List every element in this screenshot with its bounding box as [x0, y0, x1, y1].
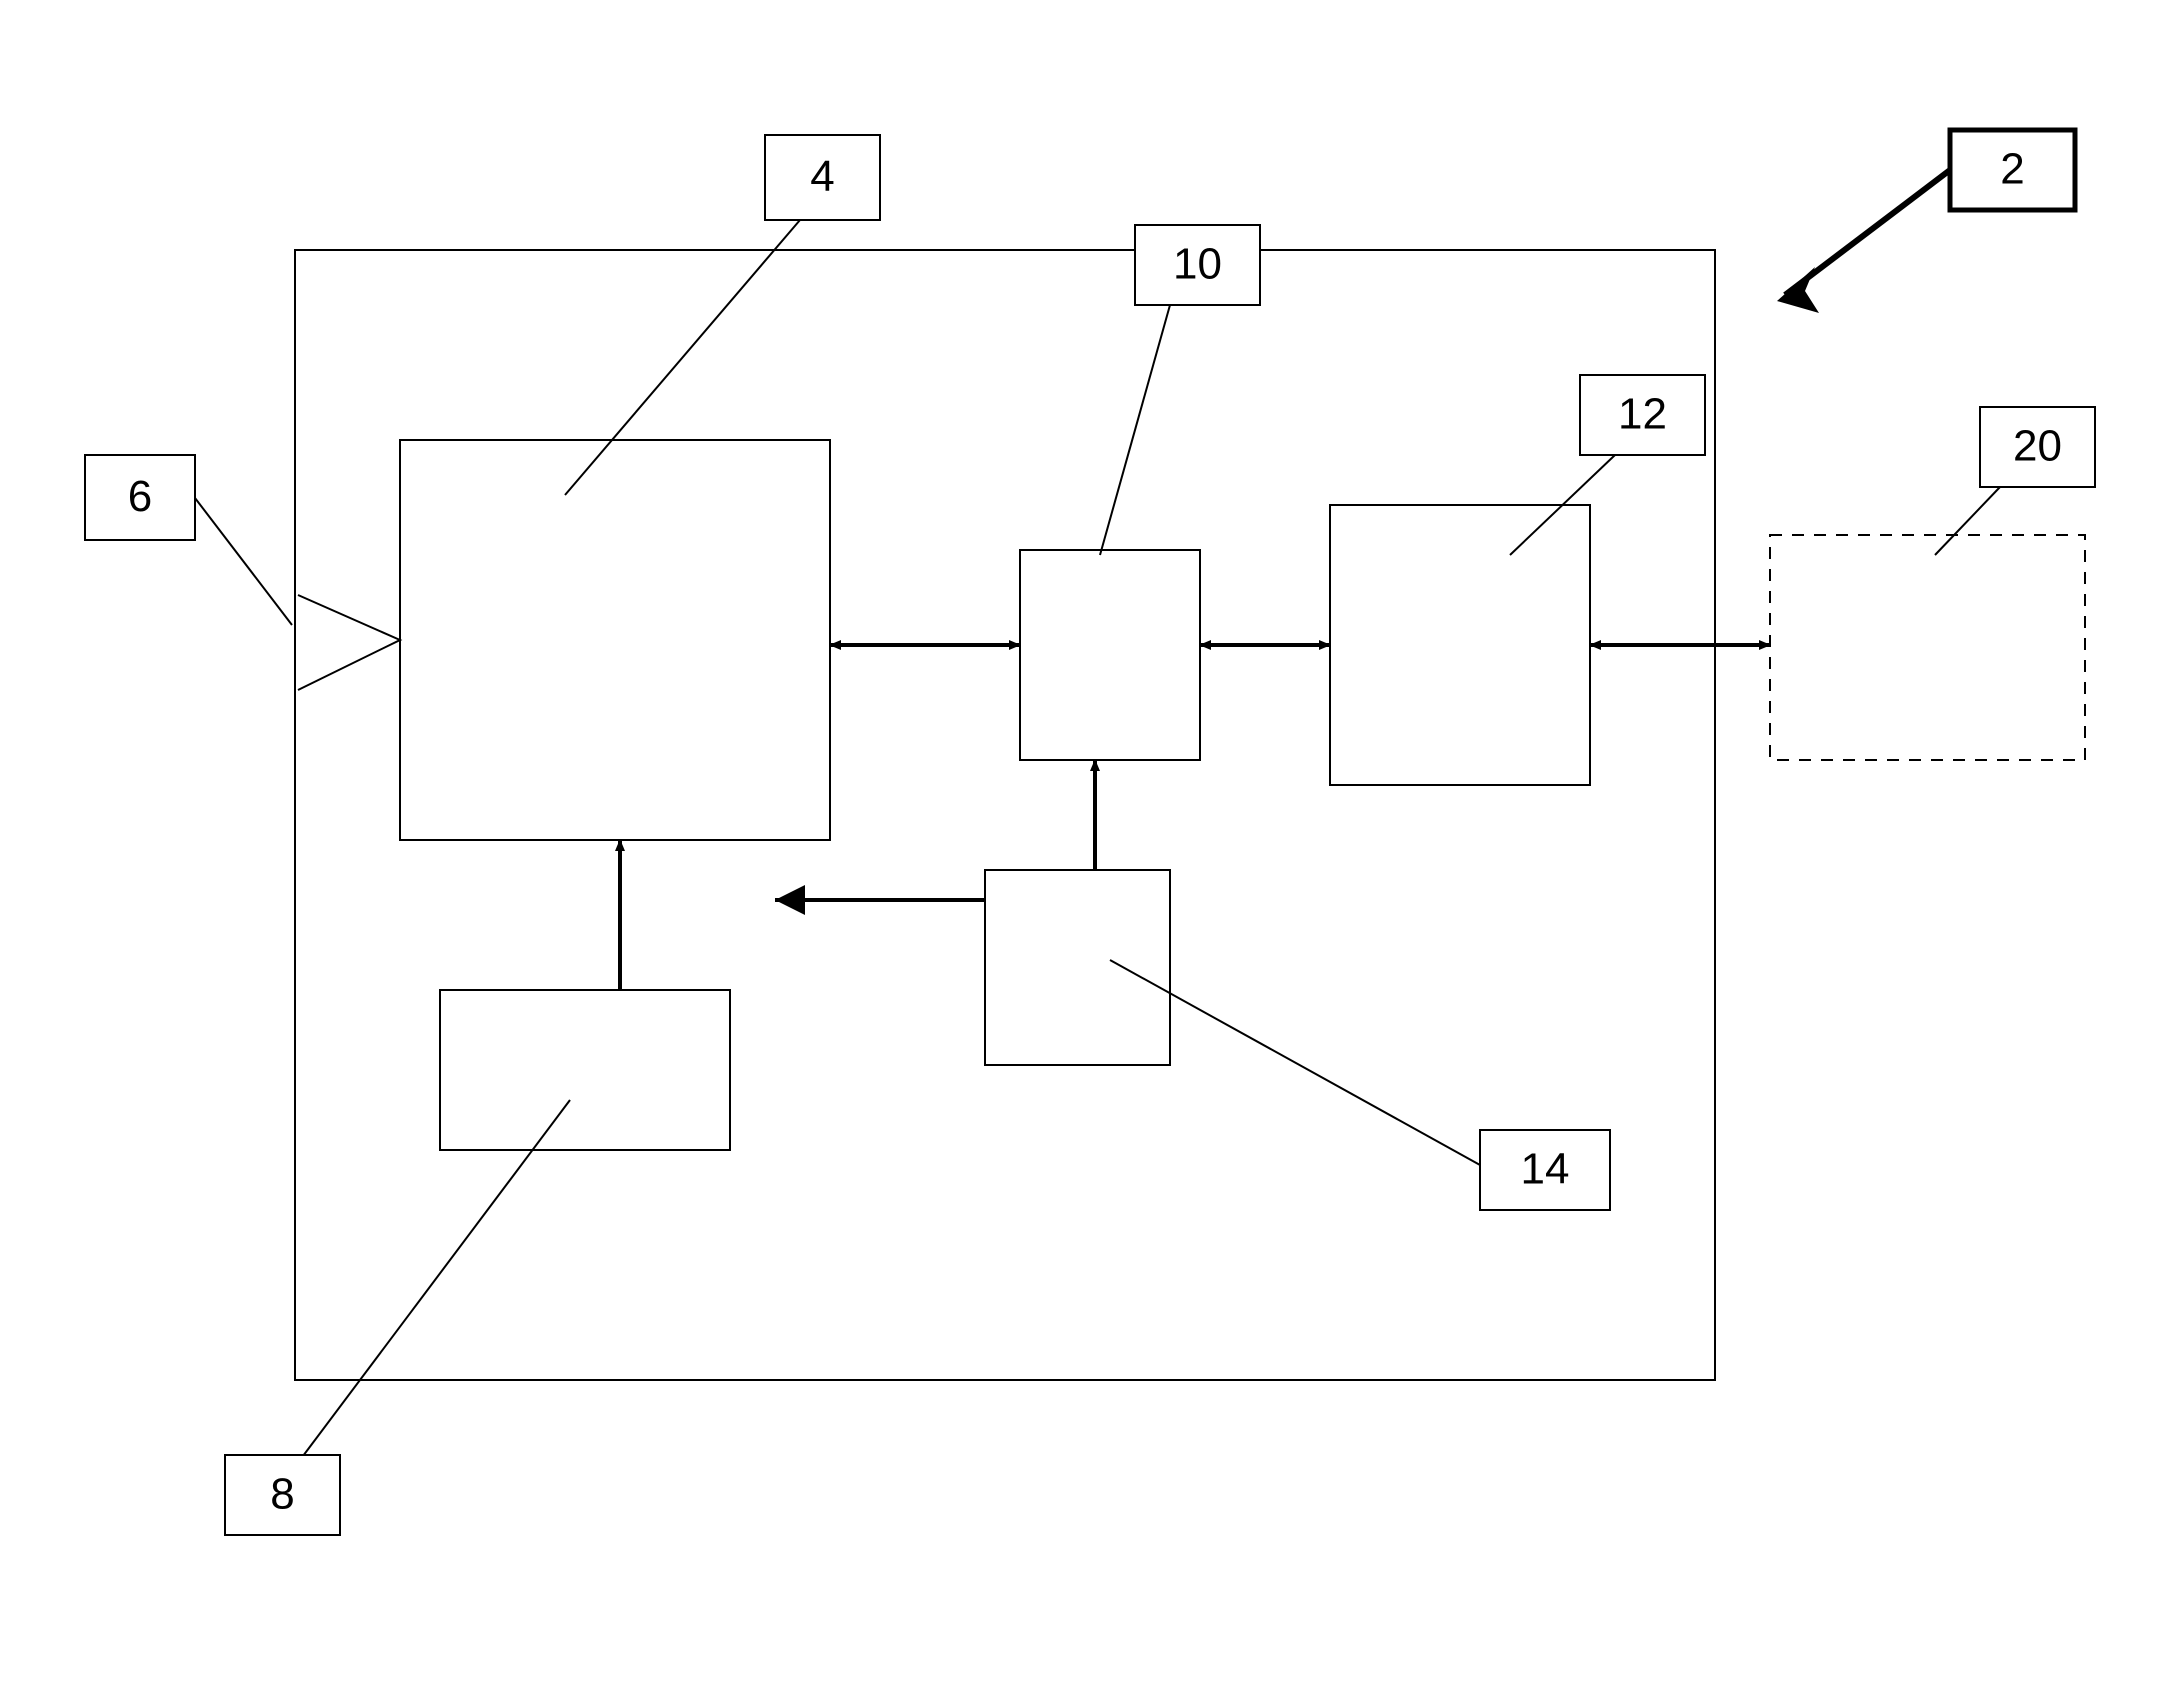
label-text-4: 4: [810, 152, 834, 201]
block20: [1770, 535, 2085, 760]
label-text-20: 20: [2013, 422, 2062, 471]
block14: [985, 870, 1170, 1065]
block4: [400, 440, 830, 840]
label-text-6: 6: [128, 472, 152, 521]
label-text-12: 12: [1618, 390, 1667, 439]
leader-8: [300, 1100, 570, 1460]
caret-6: [298, 595, 400, 690]
leader-6: [195, 498, 292, 625]
block12: [1330, 505, 1590, 785]
label-text-2: 2: [2000, 145, 2024, 194]
conn-14-4-arrow: [775, 885, 805, 915]
label-text-14: 14: [1521, 1145, 1570, 1194]
label-text-8: 8: [270, 1470, 294, 1519]
block10: [1020, 550, 1200, 760]
block8: [440, 990, 730, 1150]
label-text-10: 10: [1173, 240, 1222, 289]
leader-10: [1100, 305, 1170, 555]
